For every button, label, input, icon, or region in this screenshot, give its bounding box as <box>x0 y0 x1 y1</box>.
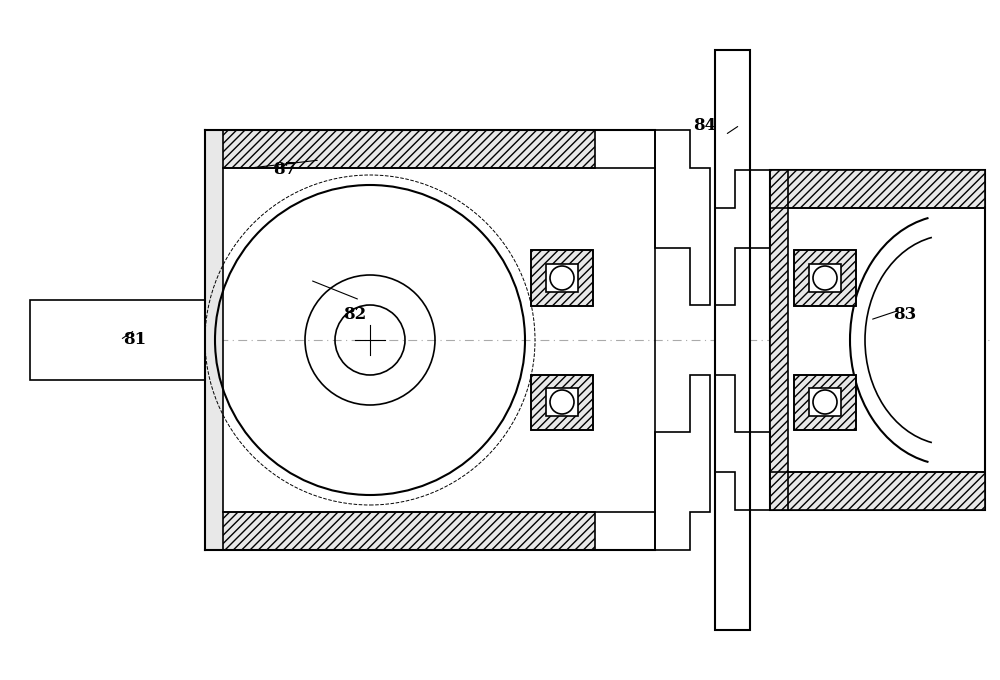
Bar <box>205 130 595 168</box>
Bar <box>770 170 788 510</box>
Bar <box>770 170 985 510</box>
Text: 81: 81 <box>123 331 147 348</box>
Bar <box>770 472 985 510</box>
Bar <box>546 264 578 292</box>
Bar <box>794 250 856 305</box>
Text: 84: 84 <box>693 116 717 133</box>
Bar <box>809 264 841 292</box>
Bar <box>794 375 856 430</box>
Bar <box>205 130 223 550</box>
Bar <box>770 170 985 208</box>
Bar <box>531 375 593 430</box>
Bar <box>531 250 593 305</box>
Bar <box>809 388 841 416</box>
Bar <box>30 300 210 380</box>
Bar <box>205 512 595 550</box>
Bar <box>546 388 578 416</box>
Bar <box>531 375 593 430</box>
Bar <box>715 50 750 630</box>
Text: 82: 82 <box>343 307 367 324</box>
Text: 83: 83 <box>893 307 917 324</box>
Bar <box>794 375 856 430</box>
Bar <box>794 250 856 305</box>
Bar <box>531 250 593 305</box>
Text: 87: 87 <box>273 162 297 178</box>
